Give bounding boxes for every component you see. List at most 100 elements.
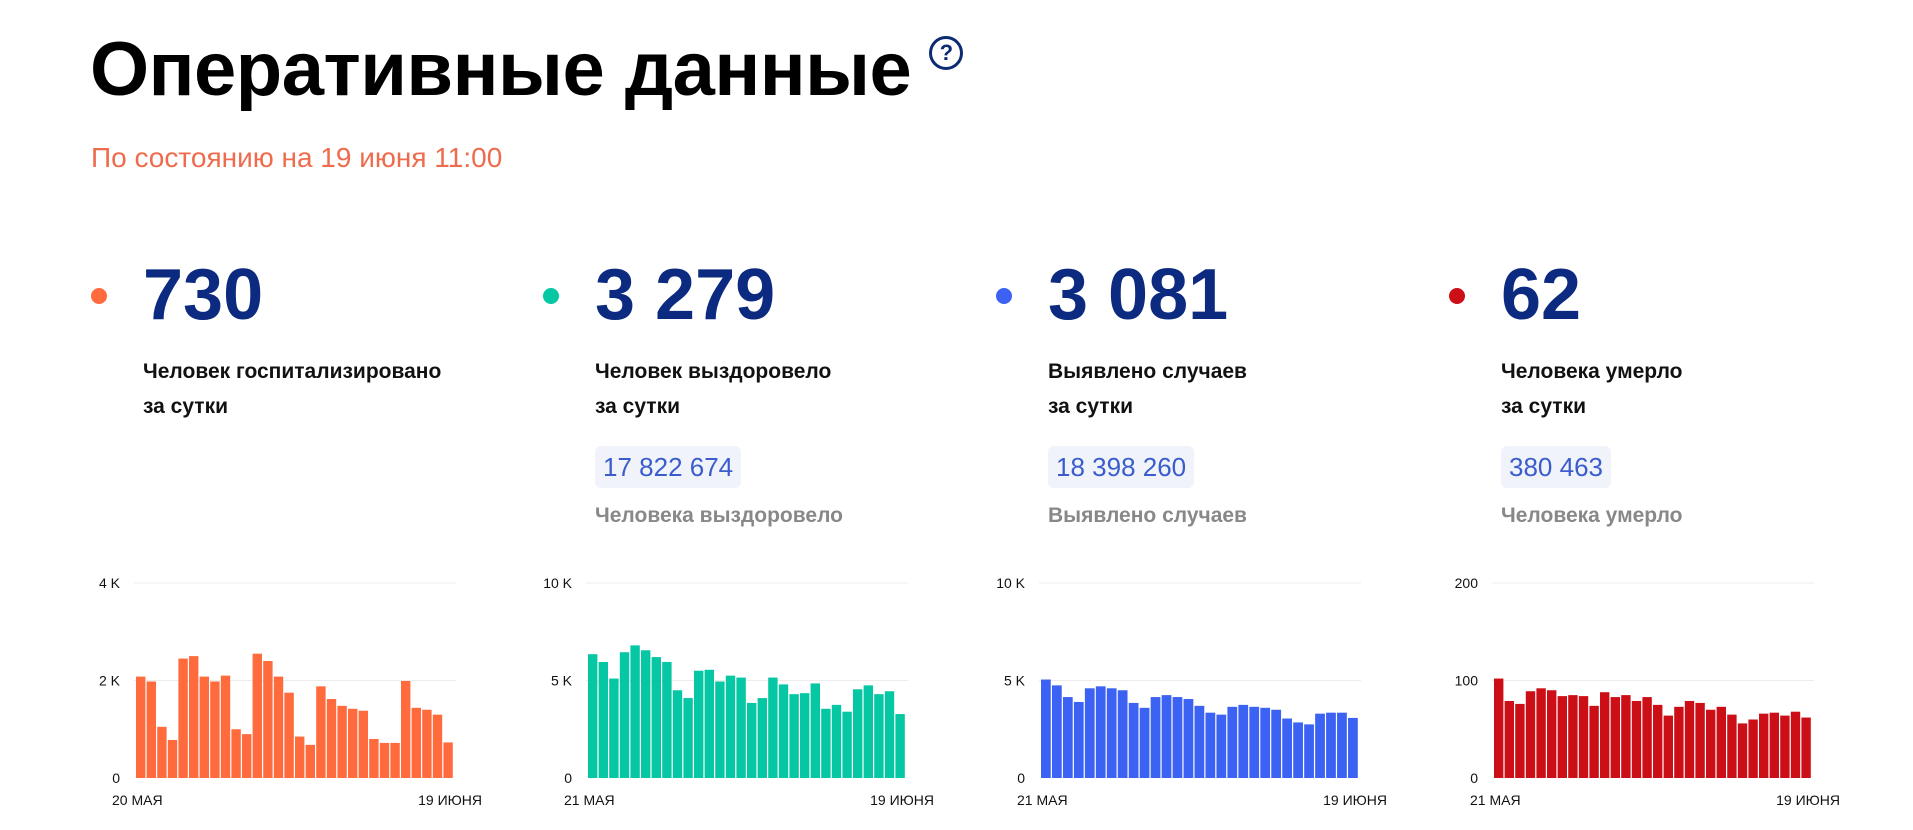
- bar: [1282, 718, 1293, 778]
- bar: [316, 686, 326, 778]
- page-title: Оперативные данные: [90, 27, 912, 112]
- bar: [401, 680, 411, 778]
- bar: [1695, 702, 1705, 778]
- x-tick-label-start: 20 МАЯ: [112, 792, 163, 808]
- chart-svg: 0 5 K 10 K 21 МАЯ 19 ИЮНЯ: [543, 575, 934, 808]
- bar: [1504, 700, 1514, 778]
- y-tick-label: 100: [1455, 673, 1479, 689]
- bar: [619, 652, 630, 778]
- desc-line-1: Человека умерло: [1501, 360, 1683, 383]
- bar: [1073, 701, 1084, 778]
- bar: [178, 658, 188, 778]
- bar: [863, 685, 873, 778]
- bar: [778, 684, 789, 778]
- bar: [284, 692, 294, 778]
- bar: [1568, 695, 1578, 778]
- chart-svg: 0 2 K 4 K 20 МАЯ 19 ИЮНЯ: [99, 575, 482, 808]
- bar: [242, 734, 252, 778]
- series-dot-icon: [91, 288, 107, 304]
- bar: [295, 736, 305, 778]
- bar: [379, 742, 390, 778]
- bar: [337, 705, 347, 778]
- bar: [1642, 697, 1652, 778]
- desc-line-1: Выявлено случаев: [1048, 360, 1247, 383]
- bar: [305, 744, 315, 778]
- bar: [1748, 719, 1758, 778]
- bar: [768, 677, 778, 778]
- bar: [1716, 706, 1726, 778]
- bar: [1706, 709, 1716, 778]
- y-tick-label: 200: [1455, 575, 1479, 591]
- bar: [789, 694, 799, 778]
- desc-line-2: за сутки: [1501, 395, 1586, 418]
- bar: [683, 698, 693, 778]
- bar: [210, 681, 220, 778]
- bar: [1172, 697, 1183, 778]
- bar: [1227, 706, 1238, 778]
- desc-line-1: Человек госпитализировано: [143, 360, 442, 383]
- bar: [694, 670, 704, 778]
- bar-chart-deaths: 0 100 200 21 МАЯ 19 ИЮНЯ: [1449, 565, 1889, 810]
- bar: [853, 689, 863, 778]
- bar: [1737, 723, 1748, 778]
- daily-value: 730: [143, 255, 264, 335]
- bar: [1621, 695, 1631, 778]
- bar: [1139, 707, 1150, 778]
- bar: [1631, 700, 1642, 778]
- bar: [1062, 697, 1073, 778]
- y-tick-label: 0: [1470, 770, 1478, 786]
- y-tick-label: 5 K: [551, 673, 573, 689]
- bar: [1684, 700, 1695, 778]
- bar: [725, 675, 736, 778]
- bar: [146, 681, 156, 778]
- bar: [220, 675, 231, 778]
- daily-value: 3 081: [1048, 255, 1229, 335]
- bar: [831, 704, 842, 778]
- total-value: 380 463: [1501, 446, 1611, 488]
- bar: [810, 683, 820, 778]
- bar: [390, 742, 400, 778]
- bar: [1326, 712, 1336, 778]
- y-tick-label: 10 K: [543, 575, 572, 591]
- y-tick-label: 5 K: [1004, 673, 1026, 689]
- bar: [1095, 686, 1106, 778]
- bar: [874, 694, 884, 778]
- bar: [651, 657, 661, 778]
- bar: [443, 742, 453, 778]
- bar: [1790, 711, 1801, 778]
- stat-description: Выявлено случаев за сутки: [1048, 354, 1428, 424]
- bar: [630, 645, 640, 778]
- bar: [263, 661, 273, 778]
- bar: [369, 739, 379, 778]
- bar: [609, 678, 619, 778]
- bar: [157, 726, 167, 778]
- desc-line-2: за сутки: [595, 395, 680, 418]
- stat-description: Человек выздоровело за сутки: [595, 354, 975, 424]
- stat-description: Человек госпитализировано за сутки: [143, 354, 523, 424]
- y-tick-label: 0: [112, 770, 120, 786]
- bar: [884, 691, 895, 778]
- series-dot-icon: [543, 288, 559, 304]
- y-tick-label: 0: [564, 770, 572, 786]
- bar: [1525, 691, 1536, 778]
- bar: [1589, 705, 1599, 778]
- chart-svg: 0 5 K 10 K 21 МАЯ 19 ИЮНЯ: [996, 575, 1387, 808]
- desc-line-2: за сутки: [143, 395, 228, 418]
- status-timestamp: По состоянию на 19 июня 11:00: [91, 142, 503, 173]
- bar: [1304, 724, 1314, 778]
- series-dot-icon: [996, 288, 1012, 304]
- total-value: 17 822 674: [595, 446, 742, 488]
- bar: [704, 669, 714, 778]
- bar: [199, 676, 209, 778]
- bar: [1536, 688, 1546, 778]
- bar: [800, 693, 810, 778]
- title-row: Оперативные данные ?: [90, 22, 964, 118]
- x-tick-label-start: 21 МАЯ: [1017, 792, 1068, 808]
- total-label: Человека выздоровело: [595, 504, 843, 527]
- question-mark-icon[interactable]: ?: [929, 36, 964, 70]
- total-label: Человека умерло: [1501, 504, 1683, 527]
- stat-card-recovered: 3 279 Человек выздоровело за сутки 17 82…: [543, 250, 983, 810]
- y-tick-label: 4 K: [99, 575, 121, 591]
- bar: [1610, 697, 1620, 778]
- bar: [273, 676, 284, 778]
